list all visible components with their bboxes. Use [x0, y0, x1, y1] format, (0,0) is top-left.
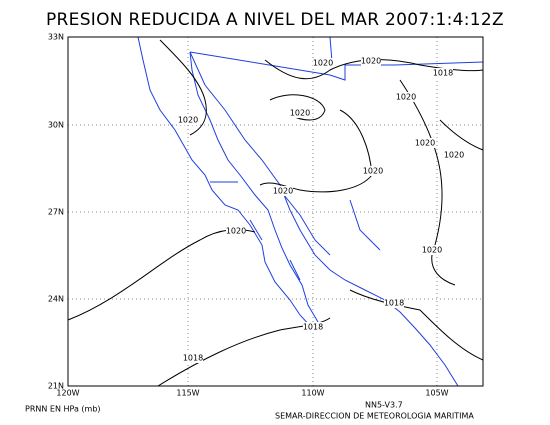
contour-label: 1018 — [303, 323, 323, 332]
contour-label-bg — [361, 56, 381, 66]
contour-label-bg — [226, 226, 246, 236]
contour-label: 1018 — [183, 354, 203, 363]
longitude-label: 105W — [425, 389, 448, 398]
contour-label-bg — [363, 166, 383, 176]
contour-label-bg — [313, 58, 333, 68]
contour-label: 1020 — [273, 187, 293, 196]
title: PRESION REDUCIDA A NIVEL DEL MAR 2007:1:… — [46, 10, 504, 30]
contour-label-bg — [290, 108, 310, 118]
longitude-label: 110W — [301, 389, 324, 398]
contour-label: 1020 — [178, 116, 198, 125]
contour-label: 1018 — [433, 69, 453, 78]
contour-label: 1020 — [363, 167, 383, 176]
contour-label: 1020 — [415, 139, 435, 148]
contour-label: 1020 — [444, 151, 464, 160]
version-label: NN5-V3.7 — [365, 401, 403, 410]
contour-label: 1020 — [422, 246, 442, 255]
contour-label: 1018 — [384, 299, 404, 308]
contour-label: 1020 — [313, 59, 333, 68]
contour-label-bg — [422, 245, 442, 255]
contour-label-bg — [396, 92, 416, 102]
contour-label: 1020 — [361, 57, 381, 66]
agency-label: SEMAR-DIRECCION DE METEOROLOGIA MARITIMA — [275, 412, 474, 421]
contour-label-bg — [444, 150, 464, 160]
contour-label-bg — [303, 322, 323, 332]
contour-label: 1020 — [226, 227, 246, 236]
latitude-label: 24N — [48, 295, 64, 304]
latitude-label: 33N — [48, 33, 64, 42]
variable-label: PRNN EN HPa (mb) — [25, 405, 101, 414]
latitude-label: 30N — [48, 121, 64, 130]
longitude-label: 115W — [176, 389, 199, 398]
contour-label-bg — [415, 138, 435, 148]
contour-label: 1020 — [396, 93, 416, 102]
latitude-label: 21N — [48, 382, 64, 391]
latitude-label: 27N — [48, 208, 64, 217]
map-frame — [67, 36, 484, 387]
coastlines — [137, 36, 484, 387]
contour-label: 1020 — [290, 109, 310, 118]
grid — [68, 37, 483, 386]
contour-label-bg — [433, 68, 453, 78]
contour-label-bg — [273, 186, 293, 196]
longitude-label: 120W — [56, 389, 79, 398]
contour-label-bg — [183, 353, 203, 363]
contour-label-bg — [178, 115, 198, 125]
contour-label-bg — [384, 298, 404, 308]
